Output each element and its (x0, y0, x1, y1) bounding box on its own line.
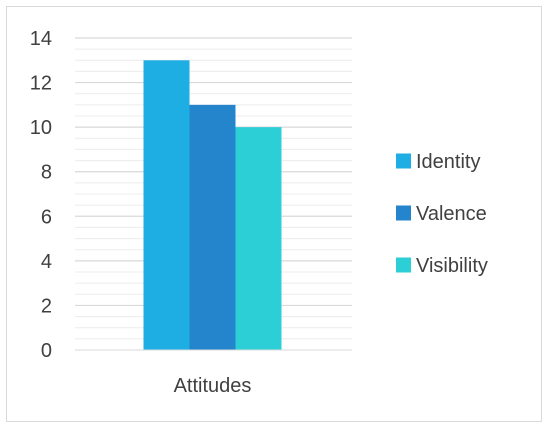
y-tick-label: 10 (30, 117, 52, 139)
legend-label-valence: Valence (416, 203, 487, 225)
y-tick-label: 2 (41, 295, 52, 317)
legend-swatch-valence (396, 205, 411, 221)
y-tick-label: 8 (41, 162, 52, 184)
legend-swatch-visibility (396, 257, 411, 273)
bars (143, 60, 282, 351)
y-tick-label: 0 (41, 340, 52, 362)
y-tick-label: 4 (41, 251, 52, 273)
bar-valence (189, 104, 236, 350)
bar-visibility (235, 127, 282, 351)
y-tick-label: 12 (30, 73, 52, 95)
bar-identity (143, 60, 190, 351)
legend-swatch-identity (396, 153, 411, 169)
y-tick-label: 6 (41, 206, 52, 228)
y-axis-ticks: 0 2 4 6 8 10 12 14 (30, 28, 52, 362)
legend-label-visibility: Visibility (416, 255, 488, 277)
x-category-label: Attitudes (174, 375, 252, 397)
y-tick-label: 14 (30, 28, 52, 50)
legend-label-identity: Identity (416, 151, 480, 173)
x-axis-labels: Attitudes (174, 375, 252, 397)
legend: Identity Valence Visibility (396, 151, 488, 277)
